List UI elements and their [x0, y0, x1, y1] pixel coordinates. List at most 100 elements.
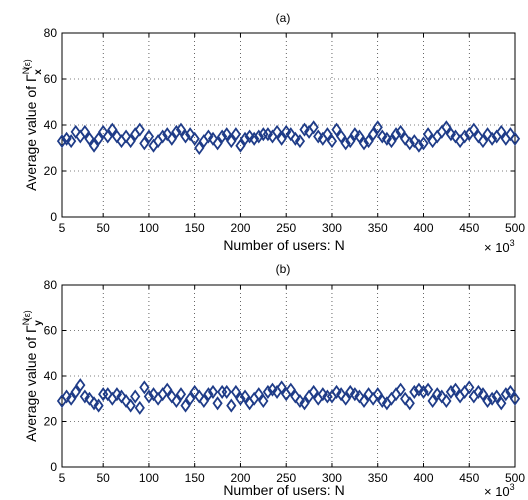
data-point [445, 384, 457, 399]
y-tick-label: 0 [50, 210, 57, 224]
data-point [454, 134, 466, 149]
y-tick-label: 60 [44, 72, 58, 86]
x-scale-text: × 10 [484, 484, 510, 499]
x-scale-label: × 103 [484, 482, 515, 499]
data-point [221, 384, 232, 399]
data-point [299, 396, 310, 411]
data-point [409, 384, 420, 399]
x-axis-label: Number of users: N [223, 482, 344, 498]
data-point [422, 382, 434, 397]
data-point [285, 382, 296, 397]
data-point [148, 387, 159, 402]
data-point [194, 389, 205, 404]
data-point [487, 131, 498, 146]
x-tick-label: 200 [230, 471, 250, 485]
data-point [93, 131, 104, 146]
data-point [505, 384, 516, 399]
x-tick-label: 300 [322, 221, 342, 235]
y-tick-label: 0 [50, 460, 57, 474]
tick-marks [61, 284, 516, 468]
data-point [436, 124, 447, 139]
data-point [464, 380, 475, 395]
x-tick-label: 50 [97, 221, 111, 235]
plot-frame [61, 32, 516, 218]
data-point [157, 129, 168, 144]
data-point [180, 129, 191, 144]
data-point [120, 393, 132, 409]
data-point [107, 122, 118, 137]
data-point [75, 129, 86, 144]
data-point [358, 393, 370, 409]
x-tick-label: 5 [59, 471, 66, 485]
data-point [102, 129, 113, 144]
data-series [56, 378, 521, 415]
data-point [134, 122, 145, 137]
x-tick-label: 100 [139, 221, 159, 235]
x-tick-label: 450 [459, 221, 479, 235]
data-point [354, 389, 365, 404]
data-point [354, 129, 365, 144]
data-point [102, 387, 113, 402]
data-point [120, 129, 132, 144]
data-point [166, 389, 177, 404]
data-point [491, 389, 502, 404]
data-point [66, 134, 77, 149]
data-point [207, 131, 219, 146]
data-point [116, 389, 127, 404]
data-point [477, 134, 489, 149]
data-point [363, 134, 374, 149]
data-point [413, 138, 425, 153]
data-point [294, 134, 306, 149]
chart-title: (b) [276, 262, 291, 276]
data-point [226, 398, 237, 413]
data-point [166, 131, 177, 146]
data-point [239, 389, 251, 404]
y-tick-labels: 0 20 40 60 80 [44, 278, 58, 474]
panel-b: (b) 5 50 100 150 200 250 300 350 400 450 500 0 20 40… [21, 262, 525, 499]
data-point [139, 136, 150, 151]
data-point [258, 393, 269, 409]
data-point [249, 131, 260, 146]
y-tick-labels: 0 20 40 60 80 [44, 26, 58, 224]
data-point [422, 127, 434, 142]
data-point [336, 129, 347, 144]
data-point [175, 122, 187, 137]
data-series [56, 120, 521, 156]
data-point [432, 129, 443, 144]
y-label-argument: (ε) [22, 59, 32, 69]
data-point [395, 124, 406, 139]
y-label-symbol: Γ [23, 74, 39, 82]
x-tick-label: 250 [276, 471, 296, 485]
data-point [185, 127, 196, 142]
data-point [276, 380, 287, 395]
data-point [230, 127, 241, 142]
data-point [308, 120, 319, 135]
data-point [459, 129, 470, 144]
data-point [134, 400, 145, 415]
data-point [93, 398, 104, 413]
x-tick-label: 300 [322, 471, 342, 485]
panel-a: (a) 5 50 100 150 200 250 300 350 400 450 500 0 20 40… [21, 11, 525, 255]
x-tick-labels: 5 50 100 150 200 250 300 350 400 450 500 [59, 471, 526, 485]
data-point [125, 398, 136, 413]
data-point [308, 384, 319, 399]
data-point [368, 127, 379, 142]
data-point [111, 129, 123, 144]
data-point [235, 138, 246, 153]
data-point [404, 136, 415, 151]
data-point [56, 134, 68, 149]
data-point [217, 129, 228, 144]
data-point [285, 127, 296, 142]
data-point [212, 136, 223, 151]
data-point [505, 127, 516, 142]
x-tick-label: 450 [459, 471, 479, 485]
data-point [436, 389, 447, 404]
data-point [239, 131, 251, 146]
data-point [418, 384, 429, 399]
y-tick-label: 40 [44, 369, 58, 383]
data-point [482, 127, 493, 142]
x-tick-label: 500 [505, 221, 525, 235]
data-point [139, 380, 150, 395]
data-point [88, 138, 100, 153]
data-point [450, 129, 461, 144]
